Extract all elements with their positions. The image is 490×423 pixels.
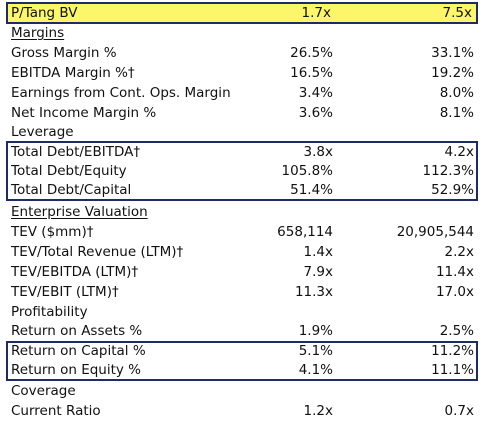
row-label: TEV/EBIT (LTM)† [11, 284, 119, 300]
section-enterprise-valuation: Enterprise Valuation [8, 202, 478, 222]
row-label: Net Income Margin % [11, 105, 157, 121]
header-row: P/Tang BV 1.7x 7.5x [6, 2, 478, 24]
row-label: Total Debt/EBITDA† [11, 144, 141, 160]
row-label: Total Debt/Equity [11, 163, 127, 179]
row-value-1: 3.6% [298, 105, 333, 121]
section-title-margins: Margins [11, 25, 65, 41]
row-value-2: 11.2% [431, 343, 474, 359]
row-value-2: 4.2x [444, 144, 474, 160]
row-ebitda-margin: EBITDA Margin %† 16.5% 19.2% [8, 63, 478, 83]
row-value-1: 7.9x [303, 264, 333, 280]
section-title-leverage: Leverage [11, 124, 74, 140]
row-value-2: 20,905,544 [396, 224, 474, 240]
row-current-ratio: Current Ratio 1.2x 0.7x [8, 401, 478, 421]
row-label: Total Debt/Capital [11, 182, 132, 198]
row-net-income-margin: Net Income Margin % 3.6% 8.1% [8, 103, 478, 123]
row-tev-ebitda: TEV/EBITDA (LTM)† 7.9x 11.4x [8, 262, 478, 282]
row-value-1: 51.4% [290, 182, 333, 198]
row-value-1: 3.8x [303, 144, 333, 160]
row-value-2: 2.2x [444, 244, 474, 260]
row-value-1: 1.9% [298, 323, 333, 339]
row-label: Return on Capital % [11, 343, 146, 359]
header-value-1: 1.7x [301, 5, 331, 21]
row-value-2: 112.3% [422, 163, 474, 179]
row-value-1: 26.5% [290, 45, 333, 61]
row-label: TEV/EBITDA (LTM)† [11, 264, 139, 280]
row-value-1: 105.8% [281, 163, 333, 179]
row-value-1: 1.2x [303, 403, 333, 419]
row-value-1: 5.1% [298, 343, 333, 359]
row-tev: TEV ($mm)† 658,114 20,905,544 [8, 222, 478, 242]
section-title-enterprise: Enterprise Valuation [11, 204, 148, 220]
row-return-on-capital: Return on Capital % 5.1% 11.2% [8, 341, 478, 361]
row-label: Return on Assets % [11, 323, 143, 339]
section-coverage: Coverage [8, 381, 478, 401]
row-label: TEV ($mm)† [11, 224, 94, 240]
row-label: Return on Equity % [11, 362, 142, 378]
row-tev-ebit: TEV/EBIT (LTM)† 11.3x 17.0x [8, 282, 478, 302]
row-value-2: 2.5% [439, 323, 474, 339]
leverage-box [6, 141, 478, 201]
row-label: TEV/Total Revenue (LTM)† [11, 244, 184, 260]
row-value-2: 8.1% [439, 105, 474, 121]
row-value-2: 19.2% [431, 65, 474, 81]
row-total-debt-capital: Total Debt/Capital 51.4% 52.9% [8, 180, 478, 200]
header-value-2: 7.5x [442, 5, 472, 21]
row-label: Gross Margin % [11, 45, 117, 61]
row-value-2: 52.9% [431, 182, 474, 198]
section-margins: Margins [8, 23, 478, 43]
row-value-2: 33.1% [431, 45, 474, 61]
row-value-1: 16.5% [290, 65, 333, 81]
row-tev-revenue: TEV/Total Revenue (LTM)† 1.4x 2.2x [8, 242, 478, 262]
row-value-2: 8.0% [439, 85, 474, 101]
row-return-on-equity: Return on Equity % 4.1% 11.1% [8, 360, 478, 380]
row-earnings-margin: Earnings from Cont. Ops. Margin 3.4% 8.0… [8, 83, 478, 103]
row-value-2: 17.0x [435, 284, 474, 300]
row-value-2: 11.4x [435, 264, 474, 280]
header-label: P/Tang BV [11, 5, 78, 21]
row-gross-margin: Gross Margin % 26.5% 33.1% [8, 43, 478, 63]
row-total-debt-equity: Total Debt/Equity 105.8% 112.3% [8, 161, 478, 181]
returns-box [6, 341, 478, 381]
row-value-1: 658,114 [277, 224, 333, 240]
row-value-2: 0.7x [444, 403, 474, 419]
section-leverage: Leverage [8, 122, 478, 142]
row-value-2: 11.1% [431, 362, 474, 378]
row-label: Current Ratio [11, 403, 101, 419]
section-title-profitability: Profitability [11, 304, 88, 320]
row-value-1: 4.1% [298, 362, 333, 378]
row-total-debt-ebitda: Total Debt/EBITDA† 3.8x 4.2x [8, 142, 478, 162]
section-title-coverage: Coverage [11, 383, 76, 399]
row-value-1: 11.3x [294, 284, 333, 300]
row-return-on-assets: Return on Assets % 1.9% 2.5% [8, 321, 478, 341]
row-value-1: 3.4% [298, 85, 333, 101]
row-label: EBITDA Margin %† [11, 65, 135, 81]
section-profitability: Profitability [8, 302, 478, 322]
row-label: Earnings from Cont. Ops. Margin [11, 85, 231, 101]
row-value-1: 1.4x [303, 244, 333, 260]
